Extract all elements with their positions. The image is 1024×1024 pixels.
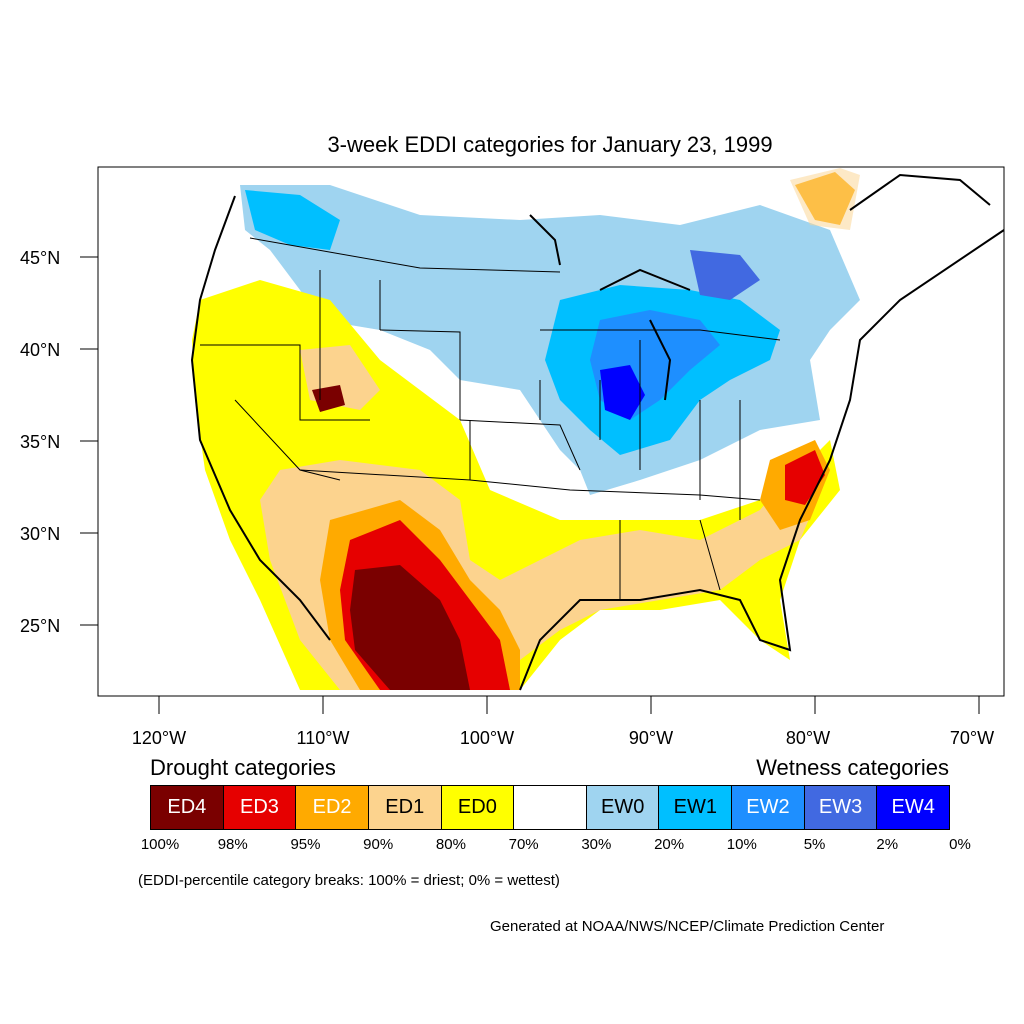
- lon-label-120: 120°W: [132, 728, 186, 748]
- break-label: 70%: [508, 836, 539, 853]
- break-label: 10%: [726, 836, 757, 853]
- credit-line: Generated at NOAA/NWS/NCEP/Climate Predi…: [490, 918, 885, 935]
- drought-ed4-texas: [350, 565, 470, 690]
- break-label: 98%: [217, 836, 248, 853]
- lat-label-35: 35°N: [20, 432, 60, 452]
- lon-label-80: 80°W: [786, 728, 830, 748]
- legend-swatch-ed3: ED3: [223, 786, 297, 829]
- lat-label-45: 45°N: [20, 248, 60, 268]
- legend-swatch-ew4: EW4: [877, 786, 950, 829]
- wet-region-northwest: [245, 190, 340, 250]
- break-label: 2%: [876, 836, 899, 853]
- lon-axis: 120°W 110°W 100°W 90°W 80°W 70°W: [132, 696, 994, 748]
- legend-swatch-ed0: ED0: [441, 786, 515, 829]
- break-label: 20%: [654, 836, 685, 853]
- map-title: 3-week EDDI categories for January 23, 1…: [327, 132, 773, 157]
- legend-swatch-ew2: EW2: [732, 786, 805, 829]
- break-label: 100%: [140, 836, 180, 853]
- wetness-heading: Wetness categories: [756, 755, 949, 780]
- drought-ed3-carolina: [785, 450, 825, 505]
- break-label: 80%: [435, 836, 466, 853]
- break-label: 90%: [363, 836, 394, 853]
- lon-label-110: 110°W: [297, 728, 350, 748]
- map-frame: [97, 166, 1005, 697]
- map-field: [190, 168, 1004, 691]
- legend-swatch-ed1: ED1: [368, 786, 442, 829]
- lat-label-30: 30°N: [20, 524, 60, 544]
- legend-swatch-ew3: EW3: [804, 786, 878, 829]
- lon-label-90: 90°W: [629, 728, 673, 748]
- legend-swatch-ed2: ED2: [296, 786, 369, 829]
- break-label: 30%: [581, 836, 612, 853]
- break-label: 95%: [290, 836, 321, 853]
- drought-heading: Drought categories: [150, 755, 336, 780]
- legend-swatch-ew1: EW1: [659, 786, 733, 829]
- drought-ed1-maine: [790, 168, 860, 230]
- eddi-map: 45°N 40°N 35°N 30°N 25°N 120°W 110°W 100…: [20, 166, 1005, 748]
- break-label: 0%: [949, 836, 971, 853]
- category-legend: ED4 ED3 ED2 ED1 ED0 EW0 EW1 EW2 EW3 EW4: [150, 785, 950, 830]
- lat-label-40: 40°N: [20, 340, 60, 360]
- lat-label-25: 25°N: [20, 616, 60, 636]
- state-boundaries: [200, 237, 781, 600]
- legend-swatch-ew0: EW0: [586, 786, 660, 829]
- legend-swatch-ed4: ED4: [151, 786, 224, 829]
- break-label: 5%: [803, 836, 826, 853]
- category-breaks: 100% 98% 95% 90% 80% 70% 30% 20% 10% 5% 2% 0%: [141, 836, 971, 856]
- lat-axis: 45°N 40°N 35°N 30°N 25°N: [20, 248, 98, 636]
- lon-label-100: 100°W: [460, 728, 514, 748]
- legend-swatch-normal: [514, 786, 587, 829]
- coastline: [190, 173, 1004, 691]
- lon-label-70: 70°W: [950, 728, 994, 748]
- wet-region-ne: [690, 250, 760, 300]
- category-note: (EDDI-percentile category breaks: 100% =…: [138, 872, 560, 889]
- wet-region-core: [600, 365, 645, 420]
